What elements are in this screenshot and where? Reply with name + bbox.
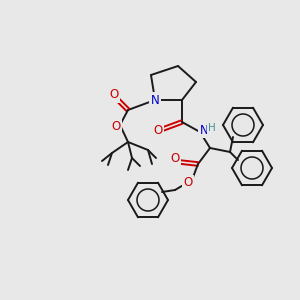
- Text: O: O: [110, 88, 118, 101]
- Text: O: O: [183, 176, 193, 190]
- Text: O: O: [111, 121, 121, 134]
- Text: N: N: [200, 124, 208, 136]
- Text: N: N: [151, 94, 159, 106]
- Text: O: O: [170, 152, 180, 164]
- Text: H: H: [208, 123, 216, 133]
- Text: O: O: [153, 124, 163, 136]
